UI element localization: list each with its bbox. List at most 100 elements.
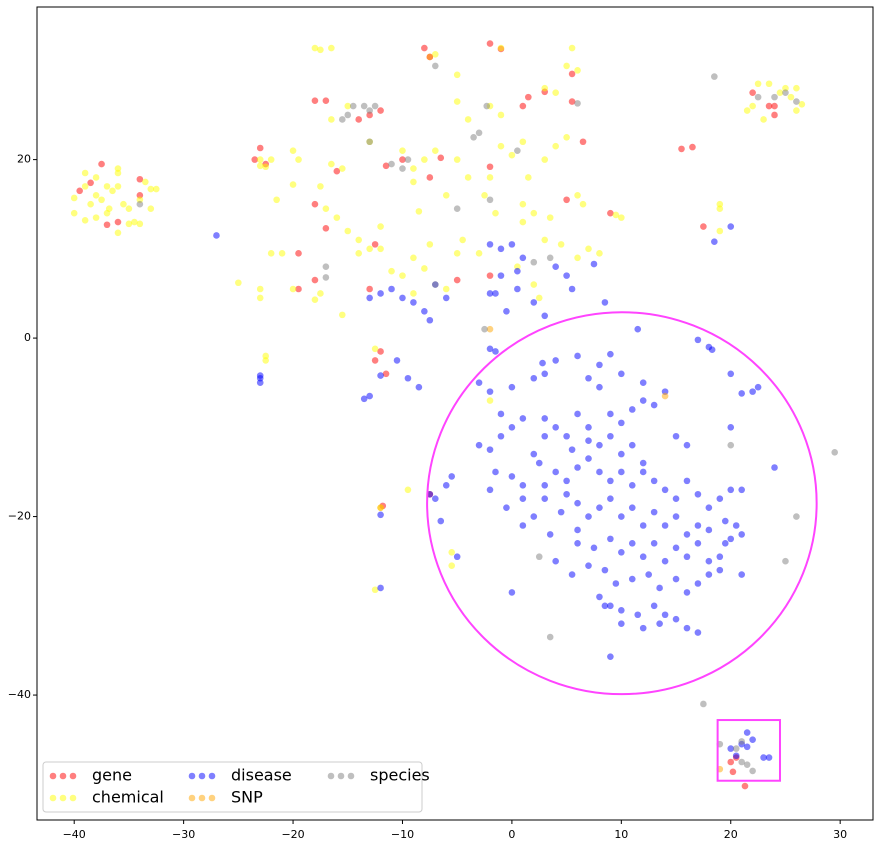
point (541, 415, 549, 422)
point (136, 175, 144, 183)
point (568, 446, 576, 453)
point (464, 174, 472, 181)
point (497, 142, 505, 150)
point (683, 531, 691, 538)
point (322, 225, 330, 232)
point (749, 388, 756, 395)
point (508, 424, 516, 431)
point (765, 80, 773, 88)
point (366, 294, 373, 302)
point (607, 209, 614, 217)
point (732, 752, 740, 760)
point (382, 162, 390, 170)
point (410, 299, 417, 306)
point (590, 260, 598, 268)
legend-marker (337, 772, 345, 780)
point (470, 133, 477, 141)
point (563, 272, 570, 279)
point (371, 357, 379, 364)
point (481, 325, 488, 333)
point (338, 311, 346, 319)
point (628, 575, 636, 583)
point (546, 633, 554, 641)
point (607, 432, 614, 440)
point (661, 611, 669, 619)
point (563, 477, 570, 485)
point (92, 192, 100, 199)
legend-marker (49, 794, 57, 802)
point (371, 102, 379, 110)
point (514, 267, 521, 275)
point (541, 370, 549, 378)
point (563, 133, 570, 141)
point (727, 223, 735, 230)
point (508, 241, 516, 248)
point (486, 196, 494, 204)
point (738, 486, 745, 494)
point (377, 511, 384, 519)
point (656, 620, 663, 627)
point (683, 441, 691, 449)
point (552, 557, 559, 565)
point (125, 205, 133, 212)
point (732, 745, 740, 752)
point (672, 544, 680, 552)
point (618, 370, 625, 378)
point (355, 116, 363, 123)
point (289, 147, 297, 154)
point (541, 84, 549, 92)
point (519, 415, 527, 422)
point (399, 156, 406, 163)
legend-marker (208, 772, 216, 780)
point (585, 245, 592, 253)
point (503, 308, 510, 315)
point (771, 102, 778, 110)
point (399, 294, 406, 302)
point (497, 44, 505, 52)
point (661, 522, 669, 529)
point (727, 424, 735, 431)
point (486, 446, 494, 453)
point (503, 504, 510, 511)
point (568, 44, 576, 52)
point (486, 290, 494, 297)
point (530, 299, 538, 306)
point (256, 294, 264, 302)
point (508, 473, 516, 480)
point (639, 459, 647, 467)
point (711, 238, 718, 246)
point (563, 62, 570, 70)
point (705, 571, 713, 578)
point (738, 738, 745, 745)
point (574, 67, 581, 74)
point (404, 156, 412, 163)
point (738, 390, 745, 397)
point (366, 138, 373, 146)
point (459, 236, 466, 244)
point (596, 504, 603, 511)
point (754, 93, 762, 101)
point (377, 584, 384, 592)
point (410, 254, 417, 262)
point (771, 93, 778, 101)
point (519, 522, 527, 529)
point (607, 477, 614, 485)
point (492, 209, 499, 217)
plot-frame (36, 6, 874, 821)
point (486, 40, 494, 47)
point (552, 142, 559, 150)
point (76, 187, 83, 195)
point (328, 44, 335, 52)
point (377, 504, 384, 511)
point (596, 361, 603, 369)
point (273, 196, 280, 204)
point (749, 736, 756, 743)
point (557, 508, 565, 516)
point (552, 89, 559, 96)
point (486, 241, 494, 248)
point (497, 245, 505, 253)
point (650, 477, 658, 485)
point (442, 285, 450, 293)
point (426, 316, 434, 324)
point (322, 205, 330, 212)
